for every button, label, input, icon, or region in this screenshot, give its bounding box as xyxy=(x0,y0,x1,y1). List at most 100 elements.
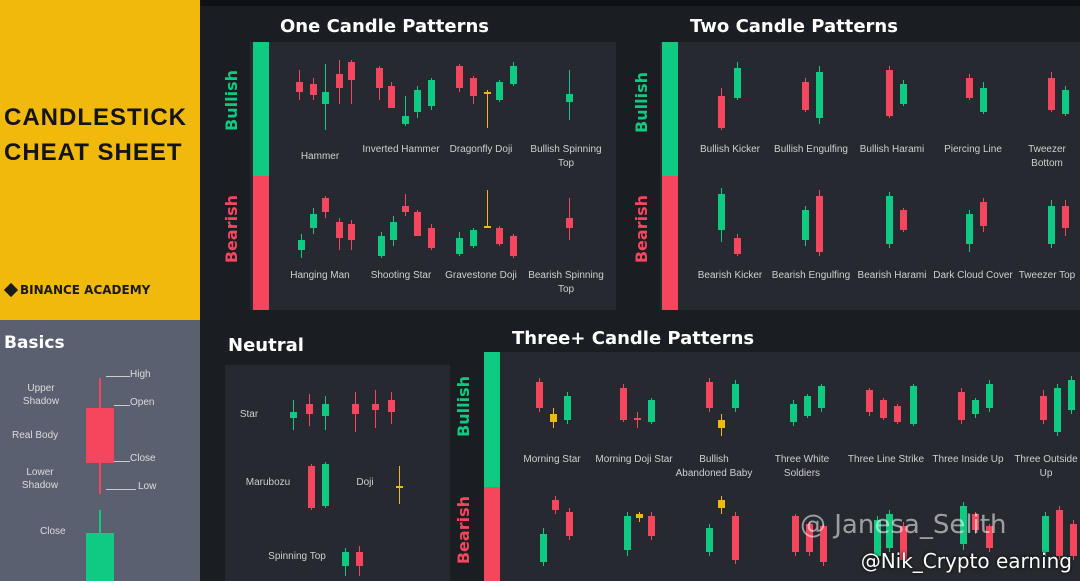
neutral-label: Star xyxy=(239,409,259,420)
candle-wick xyxy=(351,60,352,104)
candle-body xyxy=(376,68,383,88)
lower-shadow-label: Lower Shadow xyxy=(21,467,59,491)
candle-body xyxy=(428,228,435,248)
candle-body xyxy=(1062,90,1069,114)
bullish-bar xyxy=(253,42,269,176)
candle-body xyxy=(886,70,893,116)
candle-body xyxy=(352,404,359,414)
title-line-2: CHEAT SHEET xyxy=(4,139,183,166)
brand-name: BINANCE ACADEMY xyxy=(20,283,151,297)
pattern-label: Bearish Kicker xyxy=(697,270,763,281)
candle-body xyxy=(910,386,917,424)
candle-body xyxy=(1040,396,1047,420)
candle-wick xyxy=(405,96,406,126)
pattern-label: Morning Star xyxy=(523,454,581,465)
candle-body xyxy=(732,384,739,408)
candle-body xyxy=(900,210,907,230)
candle-body xyxy=(900,526,907,560)
candle-wick xyxy=(487,90,488,128)
real-body-label: Real Body xyxy=(12,430,59,441)
candle-body xyxy=(972,400,979,414)
pattern-label: Tweezer Top xyxy=(1018,270,1076,281)
basics-green-wick xyxy=(99,510,101,540)
pattern-label: Dark Cloud Cover xyxy=(933,270,1013,281)
candle-body xyxy=(348,224,355,240)
candle-body xyxy=(496,82,503,100)
pattern-label: Bearish Engulfing xyxy=(771,270,851,281)
candle-body xyxy=(564,396,571,420)
candle-body xyxy=(980,202,987,226)
candle-body xyxy=(734,68,741,98)
high-label: High xyxy=(130,369,151,380)
candle-body xyxy=(310,214,317,228)
candle-body xyxy=(1068,380,1075,410)
candle-body xyxy=(484,92,491,94)
candle-body xyxy=(1062,206,1069,228)
candle-body xyxy=(804,396,811,416)
candle-body xyxy=(718,96,725,128)
bullish-bar xyxy=(484,352,500,487)
candle-body xyxy=(790,404,797,422)
title-line-1: CANDLESTICK xyxy=(4,104,187,131)
open-label: Open xyxy=(130,397,155,408)
candle-body xyxy=(966,214,973,244)
hero-panel: CANDLESTICK CHEAT SHEET BINANCE ACADEMY xyxy=(0,0,200,320)
candle-body xyxy=(816,196,823,252)
candle-body xyxy=(428,80,435,106)
cheat-sheet-title: CANDLESTICK CHEAT SHEET xyxy=(4,100,200,170)
guide-line xyxy=(106,489,136,490)
candle-body xyxy=(402,206,409,212)
candle-body xyxy=(510,66,517,84)
candle-body xyxy=(886,514,893,548)
candle-body xyxy=(298,240,305,250)
pattern-label: Inverted Hammer xyxy=(362,144,440,155)
neutral-title: Neutral xyxy=(228,335,304,356)
candle-body xyxy=(322,92,329,104)
candle-body xyxy=(566,218,573,228)
candle-body xyxy=(1070,524,1077,556)
candle-body xyxy=(550,414,557,422)
candle-wick xyxy=(405,194,406,216)
pattern-label: Bullish Harami xyxy=(859,144,925,155)
candle-body xyxy=(540,534,547,562)
neutral-label: Spinning Top xyxy=(268,551,326,562)
candle-body xyxy=(470,78,477,96)
pattern-label: Bullish Abandoned Baby xyxy=(675,454,753,479)
candle-body xyxy=(980,88,987,112)
candle-body xyxy=(378,236,385,256)
candle-body xyxy=(718,194,725,230)
pattern-label: Shooting Star xyxy=(370,270,432,281)
pattern-label: Gravestone Doji xyxy=(445,270,517,281)
candle-body xyxy=(900,84,907,104)
candle-body xyxy=(1048,78,1055,110)
bearish-bar xyxy=(253,176,269,310)
candle-body xyxy=(966,78,973,98)
candle-body xyxy=(1054,388,1061,432)
basics-candle-body xyxy=(86,408,114,463)
candle-body xyxy=(958,392,965,420)
candle-body xyxy=(336,222,343,238)
candle-body xyxy=(456,238,463,254)
brand-logo: BINANCE ACADEMY xyxy=(3,282,151,298)
candle-wick xyxy=(487,190,488,228)
candle-body xyxy=(986,526,993,548)
candle-body xyxy=(296,82,303,92)
candle-body xyxy=(322,198,329,212)
candle-body xyxy=(290,412,297,418)
pattern-label: Bearish Harami xyxy=(857,270,927,281)
candle-body xyxy=(484,226,491,228)
candle-body xyxy=(414,90,421,112)
two-candle-title: Two Candle Patterns xyxy=(690,16,898,37)
candle-body xyxy=(648,516,655,536)
candle-body xyxy=(456,66,463,88)
candle-body xyxy=(816,72,823,118)
candle-body xyxy=(818,386,825,408)
candle-body xyxy=(388,86,395,108)
candle-body xyxy=(356,552,363,566)
watermark-nik: @Nik_Crypto earning xyxy=(860,549,1072,573)
candle-body xyxy=(802,82,809,110)
basics-green-body xyxy=(86,533,114,581)
bearish-bar xyxy=(484,487,500,581)
close-label-bottom: Close xyxy=(40,526,66,537)
candle-body xyxy=(566,94,573,102)
